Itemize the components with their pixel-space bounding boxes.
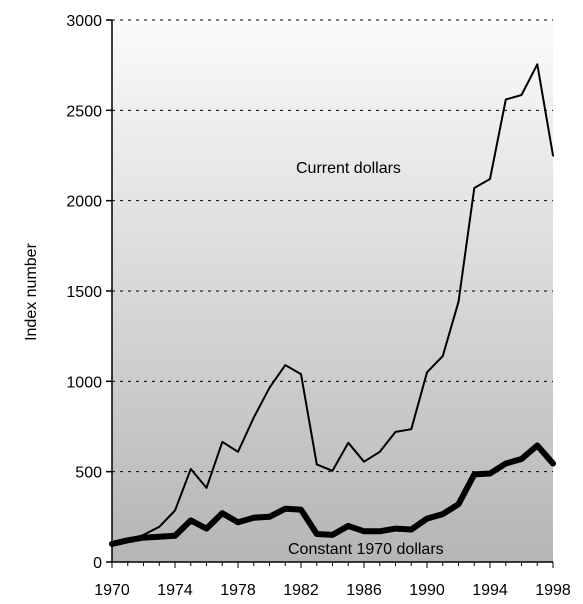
x-tick-label: 1998 bbox=[535, 582, 571, 599]
y-tick-label: 2000 bbox=[66, 194, 102, 211]
x-ticks: 1970 1974 1978 1982 1986 1990 1994 1998 bbox=[94, 562, 571, 599]
y-axis-label: Index number bbox=[23, 242, 40, 341]
y-ticks: 0 500 1000 1500 2000 2500 3000 bbox=[66, 13, 112, 572]
grid-lines bbox=[112, 19, 553, 473]
y-tick-label: 2500 bbox=[66, 103, 102, 120]
y-tick-label: 3000 bbox=[66, 13, 102, 30]
series-label-current-dollars: Current dollars bbox=[296, 160, 401, 177]
x-tick-label: 1990 bbox=[409, 582, 445, 599]
x-tick-label: 1994 bbox=[472, 582, 508, 599]
series-label-constant-1970-dollars: Constant 1970 dollars bbox=[288, 541, 444, 558]
y-tick-label: 500 bbox=[75, 465, 102, 482]
x-tick-label: 1978 bbox=[220, 582, 256, 599]
y-tick-label: 1500 bbox=[66, 284, 102, 301]
series-lines bbox=[109, 63, 556, 547]
series-line-constant-1970-dollars bbox=[109, 442, 556, 547]
y-tick-label: 1000 bbox=[66, 374, 102, 391]
series-line-current-dollars bbox=[111, 63, 554, 545]
x-tick-label: 1974 bbox=[157, 582, 193, 599]
x-tick-label: 1982 bbox=[283, 582, 319, 599]
x-tick-label: 1986 bbox=[346, 582, 382, 599]
y-tick-label: 0 bbox=[93, 555, 102, 572]
x-tick-label: 1970 bbox=[94, 582, 130, 599]
